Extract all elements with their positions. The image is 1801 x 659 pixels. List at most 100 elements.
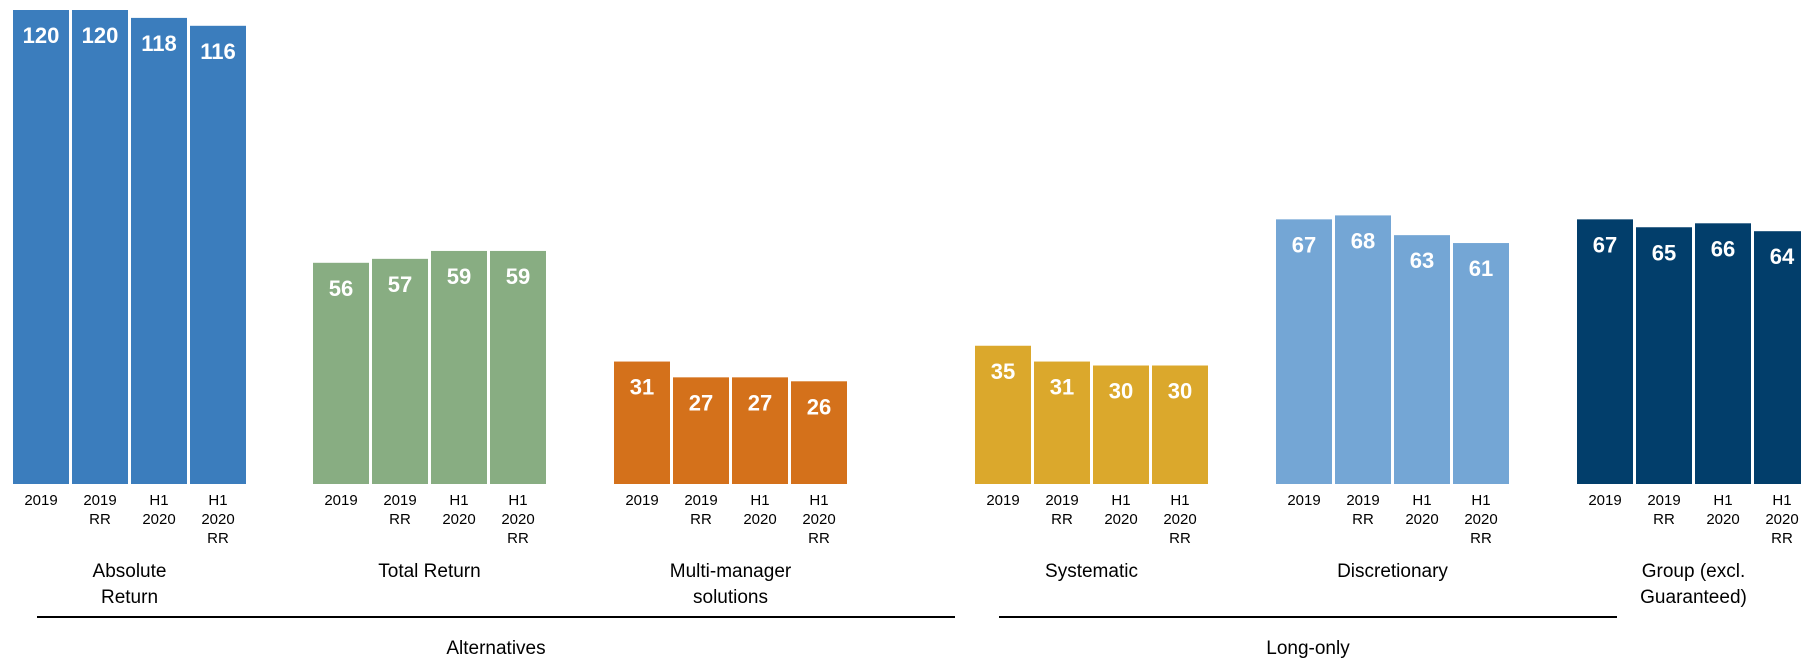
bar-group-excl-guaranteed-2019 [1577,219,1633,484]
tick-label-group-excl-guaranteed-h1-2020-1: 2020 [1706,511,1739,528]
group-label-group-excl-guaranteed-1: Guaranteed) [1640,587,1747,608]
bar-discretionary-h1-2020 [1394,235,1450,484]
tick-label-total-return-h1-2020-rr-0: H1 [508,492,527,509]
tick-label-absolute-return-h1-2020-rr-0: H1 [208,492,227,509]
bar-multi-manager-solutions-2019 [614,361,670,484]
tick-label-group-excl-guaranteed-h1-2020-0: H1 [1713,492,1732,509]
bar-total-return-h1-2020-rr [490,250,546,484]
tick-label-discretionary-h1-2020-rr-1: 2020 [1464,511,1497,528]
group-label-total-return-0: Total Return [378,561,480,582]
data-label-multi-manager-solutions-h1-2020: 27 [748,390,772,415]
tick-label-absolute-return-2019-rr-0: 2019 [83,492,116,509]
group-label-group-excl-guaranteed-0: Group (excl. [1642,561,1745,582]
data-label-total-return-2019: 56 [329,276,353,301]
tick-label-total-return-2019-0: 2019 [324,492,357,509]
tick-label-group-excl-guaranteed-2019-rr-0: 2019 [1647,492,1680,509]
tick-label-systematic-h1-2020-0: H1 [1111,492,1130,509]
tick-label-absolute-return-2019-0: 2019 [24,492,57,509]
data-label-absolute-return-h1-2020: 118 [141,31,177,56]
data-label-multi-manager-solutions-h1-2020-rr: 26 [807,394,831,419]
tick-label-total-return-2019-rr-1: RR [389,511,411,528]
tick-label-absolute-return-h1-2020-0: H1 [149,492,168,509]
tick-label-multi-manager-solutions-2019-0: 2019 [625,492,658,509]
tick-label-absolute-return-h1-2020-1: 2020 [142,511,175,528]
tick-label-absolute-return-h1-2020-rr-1: 2020 [201,511,234,528]
bar-systematic-2019-rr [1034,361,1090,484]
bar-absolute-return-2019 [13,10,69,484]
data-label-systematic-2019: 35 [991,359,1015,384]
tick-label-total-return-2019-rr-0: 2019 [383,492,416,509]
data-label-multi-manager-solutions-2019: 31 [630,375,654,400]
data-label-multi-manager-solutions-2019-rr: 27 [689,390,713,415]
tick-label-multi-manager-solutions-h1-2020-rr-0: H1 [809,492,828,509]
data-label-discretionary-h1-2020-rr: 61 [1469,256,1493,281]
tick-label-total-return-h1-2020-0: H1 [449,492,468,509]
bracket-label-alternatives: Alternatives [446,638,545,659]
tick-label-systematic-2019-0: 2019 [986,492,1019,509]
tick-label-total-return-h1-2020-rr-2: RR [507,530,529,547]
data-label-total-return-h1-2020: 59 [447,264,471,289]
tick-label-systematic-h1-2020-rr-1: 2020 [1163,511,1196,528]
data-label-total-return-h1-2020-rr: 59 [506,264,530,289]
data-label-group-excl-guaranteed-2019-rr: 65 [1652,240,1676,265]
data-label-discretionary-h1-2020: 63 [1410,248,1434,273]
tick-label-multi-manager-solutions-2019-rr-1: RR [690,511,712,528]
tick-label-group-excl-guaranteed-2019-rr-1: RR [1653,511,1675,528]
bar-group-excl-guaranteed-h1-2020 [1695,223,1751,485]
bar-systematic-2019 [975,345,1031,484]
data-label-group-excl-guaranteed-h1-2020-rr: 64 [1770,244,1795,269]
tick-label-systematic-h1-2020-rr-2: RR [1169,530,1191,547]
tick-label-total-return-h1-2020-1: 2020 [442,511,475,528]
group-label-absolute-return-0: Absolute [93,561,167,582]
data-label-systematic-h1-2020-rr: 30 [1168,379,1192,404]
bar-absolute-return-2019-rr [72,10,128,484]
data-label-absolute-return-h1-2020-rr: 116 [200,39,236,64]
group-label-multi-manager-solutions-0: Multi-manager [670,561,792,582]
tick-label-multi-manager-solutions-2019-rr-0: 2019 [684,492,717,509]
data-label-group-excl-guaranteed-2019: 67 [1593,232,1617,257]
bar-multi-manager-solutions-h1-2020 [732,377,788,484]
tick-label-systematic-2019-rr-1: RR [1051,511,1073,528]
tick-label-discretionary-h1-2020-1: 2020 [1405,511,1438,528]
data-label-systematic-h1-2020: 30 [1109,379,1133,404]
tick-label-group-excl-guaranteed-2019-0: 2019 [1588,492,1621,509]
bar-systematic-h1-2020-rr [1152,365,1208,484]
tick-label-discretionary-2019-0: 2019 [1287,492,1320,509]
tick-label-group-excl-guaranteed-h1-2020-rr-2: RR [1771,530,1793,547]
tick-label-systematic-h1-2020-rr-0: H1 [1170,492,1189,509]
tick-label-multi-manager-solutions-h1-2020-rr-1: 2020 [802,511,835,528]
tick-label-discretionary-h1-2020-0: H1 [1412,492,1431,509]
tick-label-absolute-return-h1-2020-rr-2: RR [207,530,229,547]
bar-total-return-2019 [313,262,369,484]
tick-label-discretionary-h1-2020-rr-0: H1 [1471,492,1490,509]
bar-total-return-2019-rr [372,258,428,484]
bar-absolute-return-h1-2020 [131,17,187,485]
bar-discretionary-2019 [1276,219,1332,484]
bar-systematic-h1-2020 [1093,365,1149,484]
bar-multi-manager-solutions-2019-rr [673,377,729,484]
tick-label-group-excl-guaranteed-h1-2020-rr-0: H1 [1772,492,1791,509]
tick-label-multi-manager-solutions-h1-2020-1: 2020 [743,511,776,528]
bar-discretionary-2019-rr [1335,215,1391,484]
bar-absolute-return-h1-2020-rr [190,25,246,485]
bar-total-return-h1-2020 [431,250,487,484]
tick-label-systematic-h1-2020-1: 2020 [1104,511,1137,528]
bar-multi-manager-solutions-h1-2020-rr [791,381,847,484]
group-label-absolute-return-1: Return [101,587,158,608]
tick-label-discretionary-2019-rr-1: RR [1352,511,1374,528]
tick-label-multi-manager-solutions-h1-2020-0: H1 [750,492,769,509]
group-label-multi-manager-solutions-1: solutions [693,587,768,608]
data-label-discretionary-2019: 67 [1292,232,1316,257]
bar-discretionary-h1-2020-rr [1453,243,1509,484]
tick-label-group-excl-guaranteed-h1-2020-rr-1: 2020 [1765,511,1798,528]
data-label-absolute-return-2019: 120 [23,23,60,48]
bar-group-excl-guaranteed-2019-rr [1636,227,1692,484]
tick-label-absolute-return-2019-rr-1: RR [89,511,111,528]
tick-label-discretionary-2019-rr-0: 2019 [1346,492,1379,509]
tick-label-discretionary-h1-2020-rr-2: RR [1470,530,1492,547]
data-label-systematic-2019-rr: 31 [1050,375,1074,400]
bar-group-excl-guaranteed-h1-2020-rr [1754,231,1801,484]
tick-label-systematic-2019-rr-0: 2019 [1045,492,1078,509]
data-label-total-return-2019-rr: 57 [388,272,412,297]
